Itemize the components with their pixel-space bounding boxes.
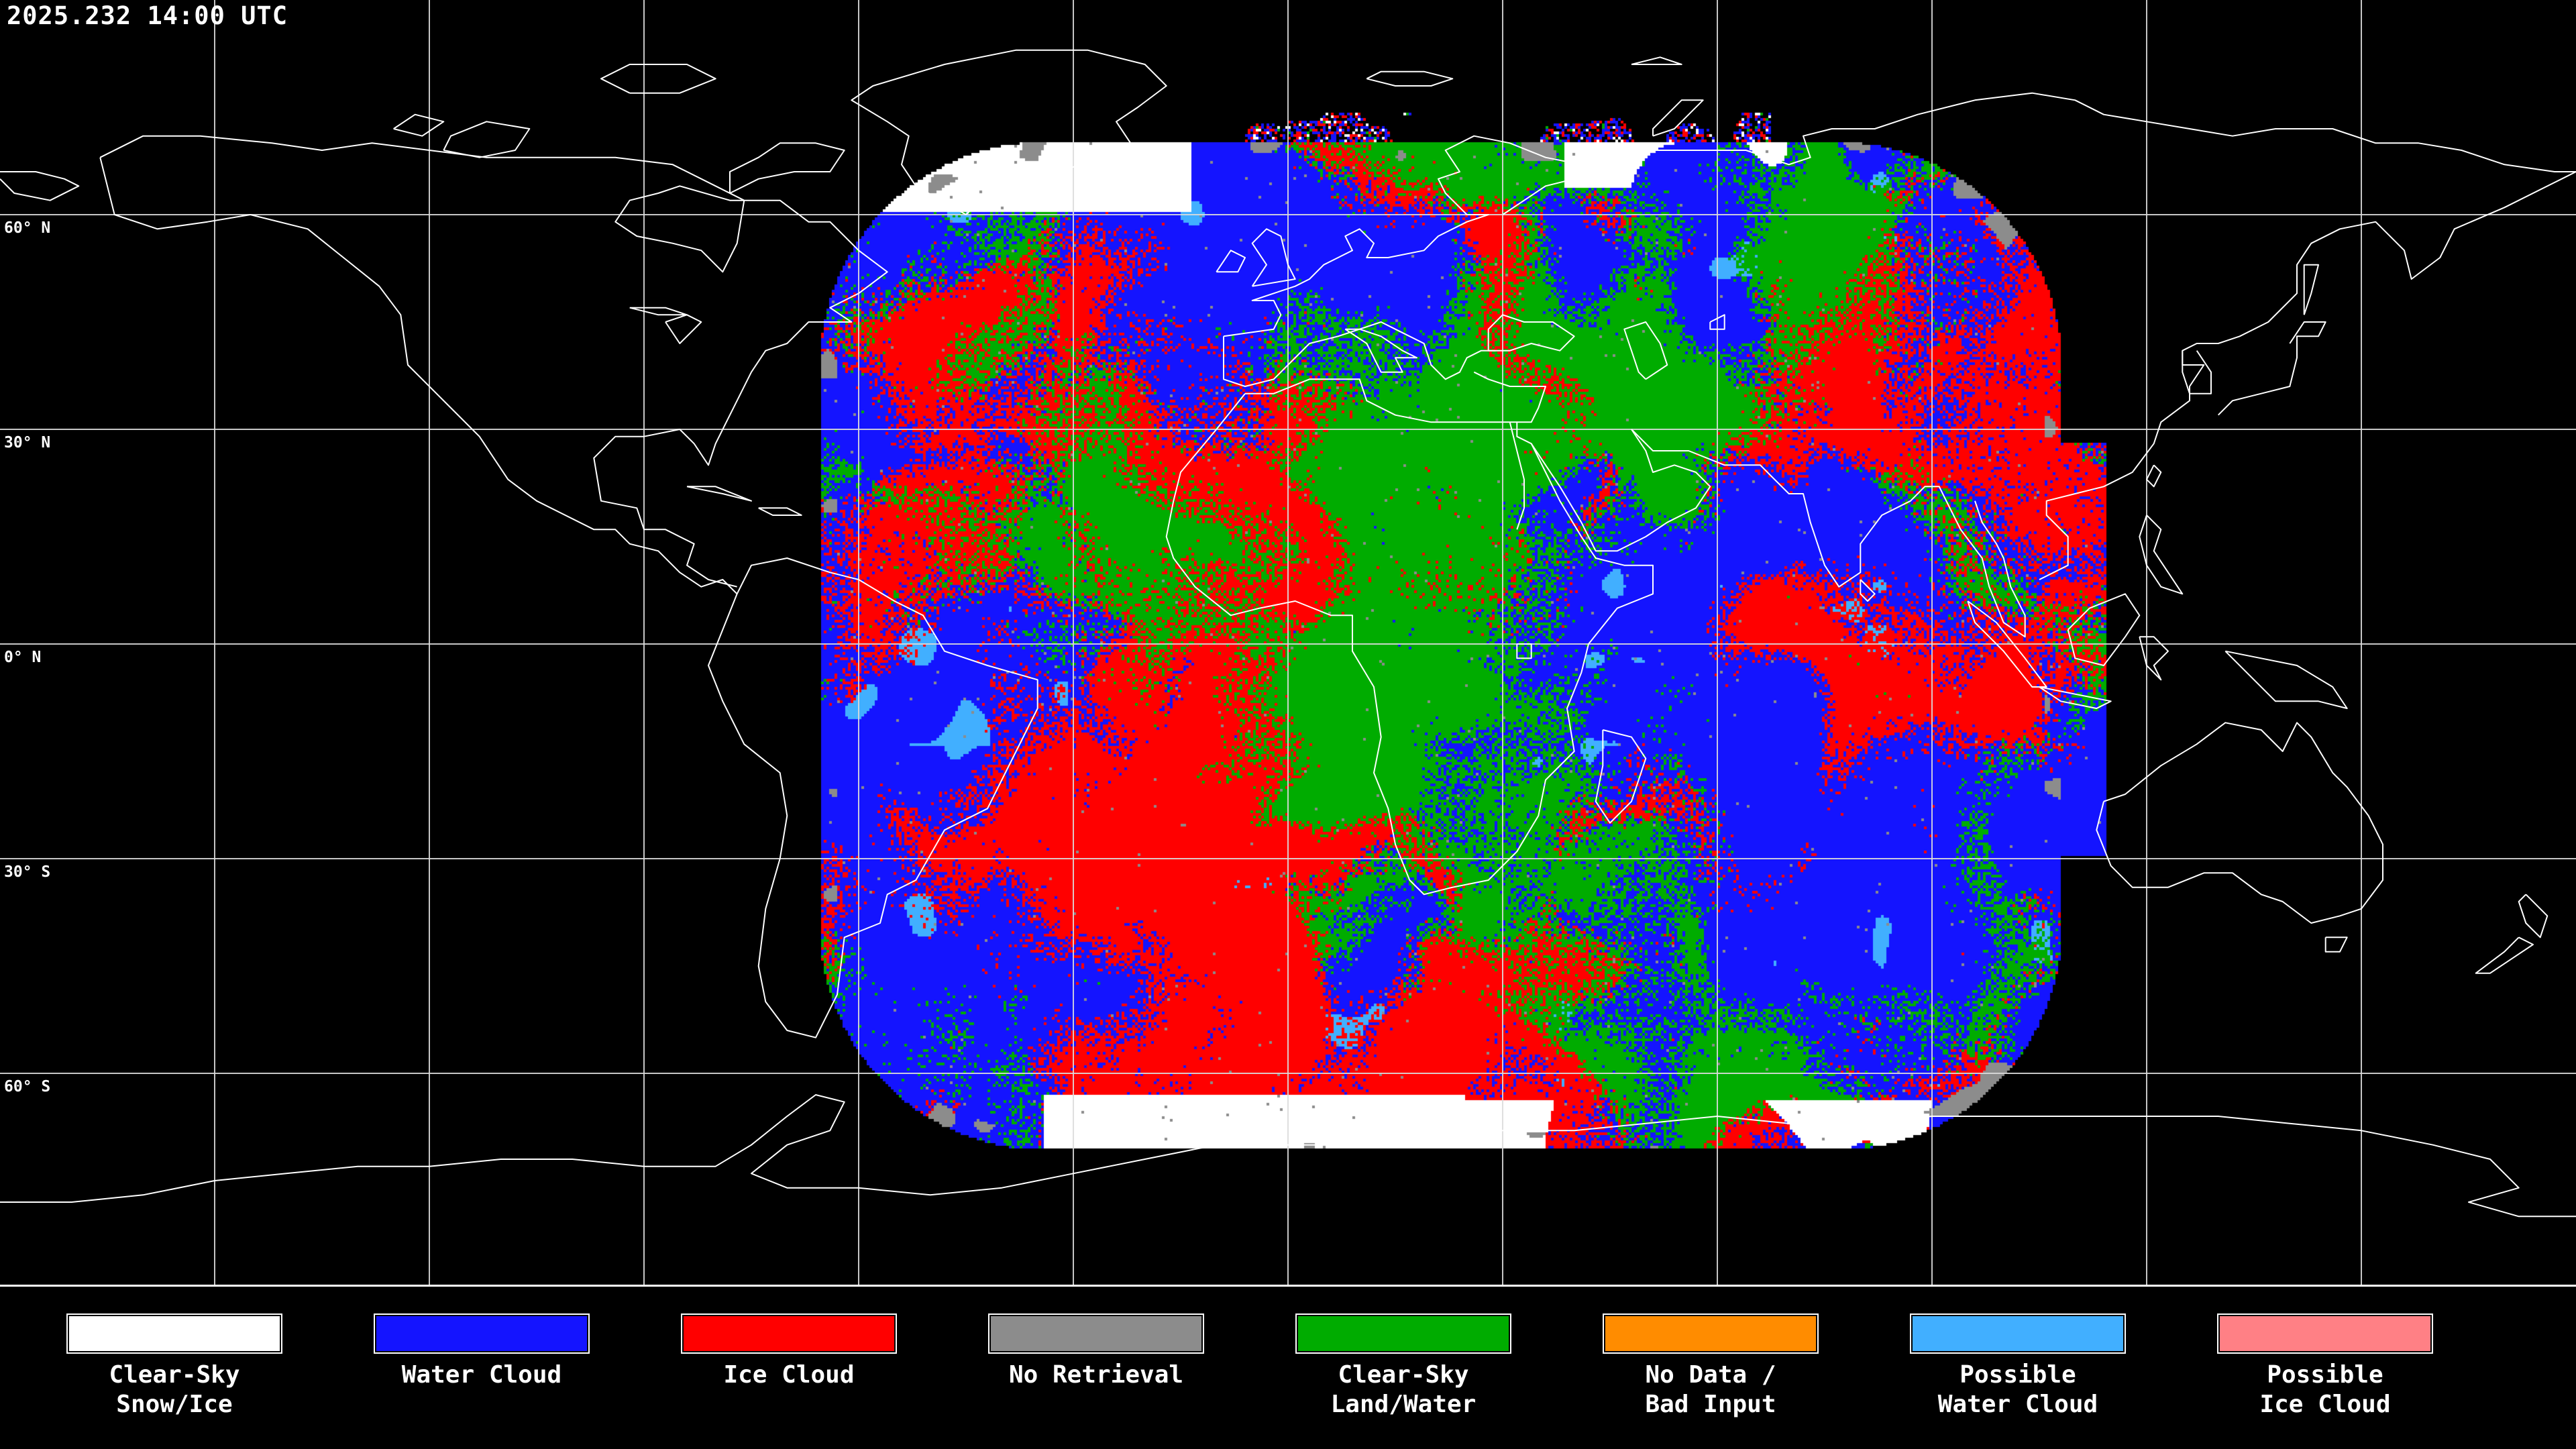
legend-label-line1: Possible: [2267, 1361, 2383, 1389]
timestamp-label: 2025.232 14:00 UTC: [7, 1, 288, 30]
legend-label: Clear-Sky Land/Water: [1249, 1360, 1558, 1419]
legend-item-possible-ice-cloud: Possible Ice Cloud: [2171, 1288, 2479, 1449]
legend-swatch: [2217, 1313, 2433, 1354]
legend-label-line2: Snow/Ice: [116, 1391, 233, 1418]
legend-label-line1: Ice Cloud: [723, 1361, 855, 1389]
latitude-label-60n: 60° N: [4, 219, 51, 237]
graticule-coastline-overlay: [0, 0, 2576, 1287]
legend-item-ice-cloud: Ice Cloud: [635, 1288, 943, 1449]
legend-item-no-retrieval: No Retrieval: [942, 1288, 1250, 1449]
legend-swatch: [374, 1313, 590, 1354]
latitude-label-0n: 0° N: [4, 649, 42, 666]
legend-item-clear-sky-snow-ice: Clear-Sky Snow/Ice: [20, 1288, 329, 1449]
legend-label-line2: Water Cloud: [1937, 1391, 2098, 1418]
legend-swatch: [1295, 1313, 1511, 1354]
legend-item-no-data-bad-input: No Data / Bad Input: [1556, 1288, 1865, 1449]
legend-item-clear-sky-land-water: Clear-Sky Land/Water: [1249, 1288, 1558, 1449]
legend-swatch: [681, 1313, 897, 1354]
legend-label-line1: No Data /: [1645, 1361, 1776, 1389]
legend-label-line1: Clear-Sky: [109, 1361, 240, 1389]
latitude-label-30n: 30° N: [4, 434, 51, 451]
legend-label: No Retrieval: [942, 1360, 1250, 1390]
legend-label-line2: Land/Water: [1330, 1391, 1477, 1418]
latitude-label-60s: 60° S: [4, 1078, 51, 1095]
world-map-panel: 60° N 30° N 0° N 30° S 60° S 2025.232 14…: [0, 0, 2576, 1288]
legend-label-line1: Clear-Sky: [1338, 1361, 1469, 1389]
legend-swatch: [1910, 1313, 2126, 1354]
legend-label-line1: Water Cloud: [401, 1361, 562, 1389]
legend-item-possible-water-cloud: Possible Water Cloud: [1864, 1288, 2172, 1449]
legend-label: No Data / Bad Input: [1556, 1360, 1865, 1419]
legend-bar: Clear-Sky Snow/Ice Water Cloud Ice Cloud …: [0, 1288, 2576, 1449]
legend-label: Possible Ice Cloud: [2171, 1360, 2479, 1419]
legend-label: Water Cloud: [327, 1360, 636, 1390]
legend-label: Ice Cloud: [635, 1360, 943, 1390]
legend-swatch: [988, 1313, 1204, 1354]
legend-item-water-cloud: Water Cloud: [327, 1288, 636, 1449]
latitude-label-30s: 30° S: [4, 863, 51, 881]
legend-label-line1: Possible: [1960, 1361, 2076, 1389]
legend-swatch: [66, 1313, 282, 1354]
legend-label-line1: No Retrieval: [1008, 1361, 1184, 1389]
legend-label-line2: Bad Input: [1645, 1391, 1776, 1418]
legend-label-line2: Ice Cloud: [2259, 1391, 2391, 1418]
legend-swatch: [1603, 1313, 1819, 1354]
legend-label: Clear-Sky Snow/Ice: [20, 1360, 329, 1419]
legend-label: Possible Water Cloud: [1864, 1360, 2172, 1419]
